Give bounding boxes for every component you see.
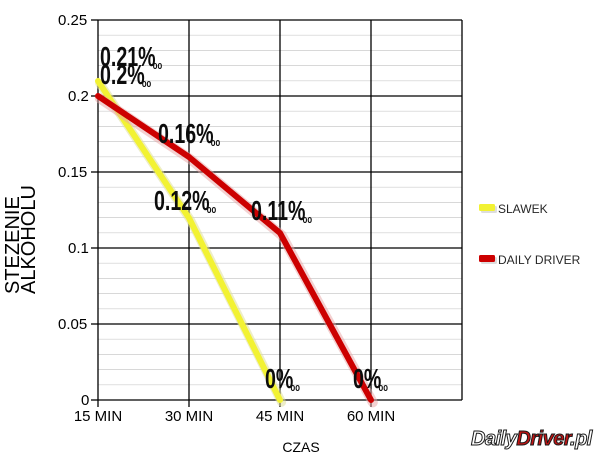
svg-text:45 MIN: 45 MIN (256, 408, 304, 425)
svg-text:0.15: 0.15 (58, 164, 87, 181)
svg-text:0: 0 (81, 392, 89, 409)
svg-text:0.2: 0.2 (68, 88, 89, 105)
svg-text:0.16%oo: 0.16%oo (158, 119, 220, 150)
svg-text:0%oo: 0%oo (265, 364, 300, 395)
svg-text:0.25: 0.25 (58, 12, 87, 29)
svg-text:30 MIN: 30 MIN (165, 408, 213, 425)
svg-text:0.05: 0.05 (58, 316, 87, 333)
svg-text:0.1: 0.1 (68, 240, 89, 257)
svg-text:ALKOHOLU: ALKOHOLU (18, 185, 40, 294)
svg-text:DAILY DRIVER: DAILY DRIVER (498, 253, 581, 267)
svg-text:0.12%oo: 0.12%oo (154, 186, 216, 217)
svg-text:60 MIN: 60 MIN (347, 408, 395, 425)
svg-text:SLAWEK: SLAWEK (498, 202, 548, 216)
svg-text:15 MIN: 15 MIN (74, 408, 122, 425)
svg-text:CZAS: CZAS (282, 439, 319, 455)
svg-text:0.11%oo: 0.11%oo (251, 196, 312, 227)
svg-text:0.2%oo: 0.2%oo (100, 60, 151, 91)
svg-text:0%oo: 0%oo (353, 364, 388, 395)
